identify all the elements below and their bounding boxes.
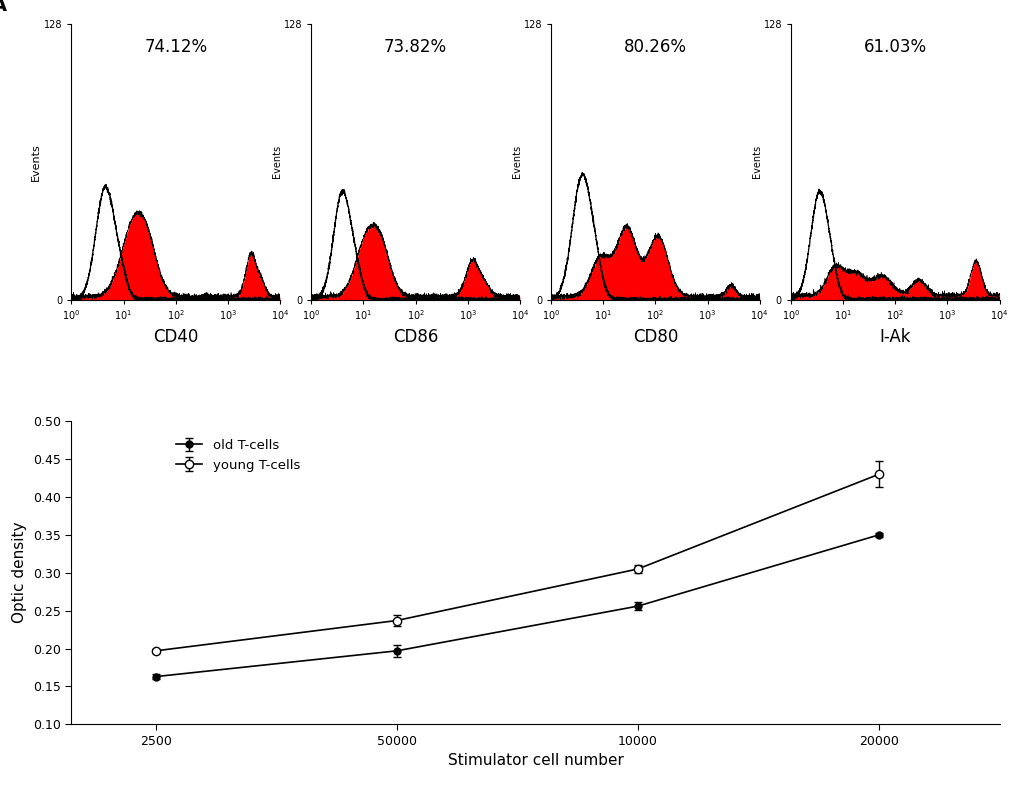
Y-axis label: Optic density: Optic density (12, 522, 28, 623)
Text: 80.26%: 80.26% (624, 37, 686, 56)
X-axis label: CD86: CD86 (392, 328, 438, 346)
X-axis label: I-Ak: I-Ak (878, 328, 910, 346)
X-axis label: Stimulator cell number: Stimulator cell number (447, 753, 623, 768)
Y-axis label: Events: Events (751, 145, 761, 178)
X-axis label: CD40: CD40 (153, 328, 198, 346)
Y-axis label: Events: Events (272, 145, 282, 178)
Text: 73.82%: 73.82% (383, 37, 446, 56)
Legend: old T-cells, young T-cells: old T-cells, young T-cells (170, 434, 306, 477)
Text: A: A (0, 0, 7, 15)
Text: 74.12%: 74.12% (144, 37, 207, 56)
Text: 61.03%: 61.03% (863, 37, 926, 56)
X-axis label: CD80: CD80 (632, 328, 678, 346)
Y-axis label: Events: Events (31, 142, 41, 181)
Y-axis label: Events: Events (512, 145, 522, 178)
